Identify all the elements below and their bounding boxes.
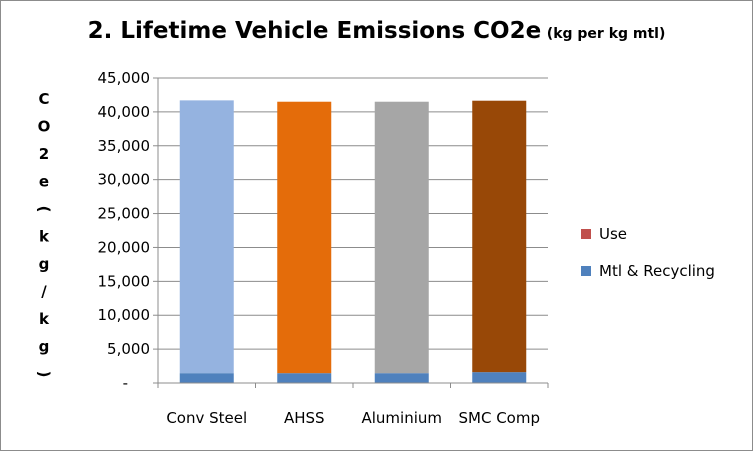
- bar-mtl-recycling-ahss: [277, 373, 332, 383]
- x-tick-label: Conv Steel: [166, 409, 247, 427]
- bar-mtl-recycling-aluminium: [374, 373, 429, 383]
- y-axis-label-char: 2: [39, 145, 49, 163]
- y-axis-label-char: e: [39, 173, 49, 191]
- bars: [179, 100, 527, 383]
- y-tick-label: 25,000: [98, 205, 151, 223]
- y-axis-label-char: g: [39, 338, 50, 356]
- x-tick-label: Aluminium: [361, 409, 442, 427]
- legend-label: Mtl & Recycling: [599, 262, 715, 280]
- chart-title-suffix: (kg per kg mtl): [546, 26, 666, 42]
- y-axis-label-char: C: [38, 90, 49, 108]
- y-axis-label-char: ): [35, 371, 53, 378]
- x-tick-label: SMC Comp: [459, 409, 541, 427]
- legend-swatch: [581, 229, 591, 239]
- x-tick-labels: Conv Steel AHSS Aluminium SMC Comp: [166, 409, 540, 427]
- y-tick-label: 35,000: [98, 137, 151, 155]
- y-axis-label-char: /: [41, 283, 47, 301]
- y-tick-label: 15,000: [98, 272, 151, 290]
- legend-label: Use: [599, 225, 627, 243]
- bar-mtl-recycling-conv-steel: [179, 373, 234, 383]
- bar-use-ahss: [277, 101, 332, 374]
- y-axis-label-char: k: [39, 310, 50, 328]
- y-tick-label: -: [123, 374, 128, 392]
- y-tick-label: 30,000: [98, 171, 151, 189]
- y-tick-label: 10,000: [98, 306, 151, 324]
- x-tick-label: AHSS: [284, 409, 325, 427]
- bar-use-aluminium: [374, 101, 429, 374]
- legend: Use Mtl & Recycling: [581, 225, 715, 280]
- bar-mtl-recycling-smc-comp: [472, 372, 527, 383]
- axes: [153, 77, 549, 388]
- y-axis-label: CO2e(kg/kg): [35, 90, 53, 377]
- y-tick-labels: - 5,000 10,000 15,000 20,000 25,000 30,000 35,0…: [98, 69, 151, 392]
- bar-use-smc-comp: [472, 100, 527, 373]
- y-axis-label-char: O: [38, 118, 51, 136]
- y-tick-label: 5,000: [107, 340, 150, 358]
- y-axis-label-char: (: [35, 206, 53, 213]
- y-axis-label-char: k: [39, 228, 50, 246]
- legend-swatch: [581, 266, 591, 276]
- chart-title-main: 2. Lifetime Vehicle Emissions CO2e: [87, 18, 542, 44]
- y-tick-label: 45,000: [98, 69, 151, 87]
- chart-title: 2. Lifetime Vehicle Emissions CO2e (kg p…: [0, 18, 753, 44]
- y-tick-label: 20,000: [98, 238, 151, 256]
- y-axis-label-char: g: [39, 255, 50, 273]
- y-tick-label: 40,000: [98, 103, 151, 121]
- bar-use-conv-steel: [179, 100, 234, 374]
